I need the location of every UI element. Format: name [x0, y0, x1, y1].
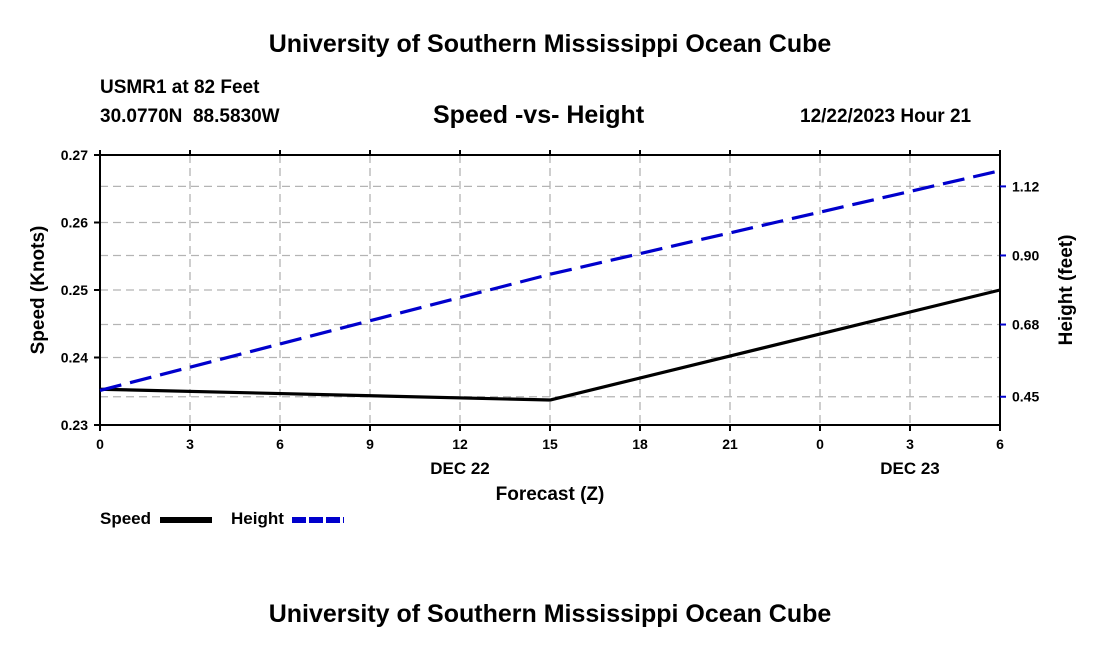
y-tick-label: 0.27 [61, 147, 88, 163]
y2-tick-label: 0.90 [1012, 247, 1039, 263]
y2-tick-label: 1.12 [1012, 178, 1039, 194]
forecast-datetime: 12/22/2023 Hour 21 [800, 106, 972, 127]
x-tick-label: 6 [996, 436, 1004, 452]
y-tick-label: 0.25 [61, 282, 88, 298]
chart-title: University of Southern Mississippi Ocean… [268, 30, 832, 58]
x-tick-label: 9 [366, 436, 374, 452]
y2-axis-title: Height (feet) [1056, 235, 1077, 346]
y2-tick-label: 0.68 [1012, 317, 1039, 333]
x-tick-label: 3 [186, 436, 194, 452]
y-tick-label: 0.24 [61, 350, 88, 366]
y-tick-label: 0.23 [61, 417, 88, 433]
chart-subtitle: Speed -vs- Height [433, 101, 645, 129]
x-date-label: DEC 22 [430, 459, 490, 478]
x-axis-title: Forecast (Z) [496, 484, 605, 505]
y-tick-label: 0.26 [61, 215, 88, 231]
y-axis-title: Speed (Knots) [28, 226, 49, 355]
x-tick-label: 18 [632, 436, 648, 452]
x-tick-label: 0 [816, 436, 824, 452]
legend-height-label: Height [231, 509, 284, 528]
station-coordinates: 30.0770N 88.5830W [100, 106, 280, 127]
legend-speed-swatch [160, 517, 212, 523]
x-tick-label: 15 [542, 436, 558, 452]
x-tick-label: 0 [96, 436, 104, 452]
x-tick-label: 3 [906, 436, 914, 452]
legend-speed-label: Speed [100, 509, 152, 528]
series-line-speed [99, 288, 1001, 402]
station-label: USMR1 at 82 Feet [100, 77, 260, 98]
legend-height-swatch [292, 517, 344, 523]
y2-tick-label: 0.45 [1012, 389, 1039, 405]
x-tick-label: 12 [452, 436, 468, 452]
x-tick-label: 6 [276, 436, 284, 452]
footer-title: University of Southern Mississippi Ocean… [268, 600, 832, 628]
x-date-label: DEC 23 [880, 459, 940, 478]
x-tick-label: 21 [722, 436, 738, 452]
